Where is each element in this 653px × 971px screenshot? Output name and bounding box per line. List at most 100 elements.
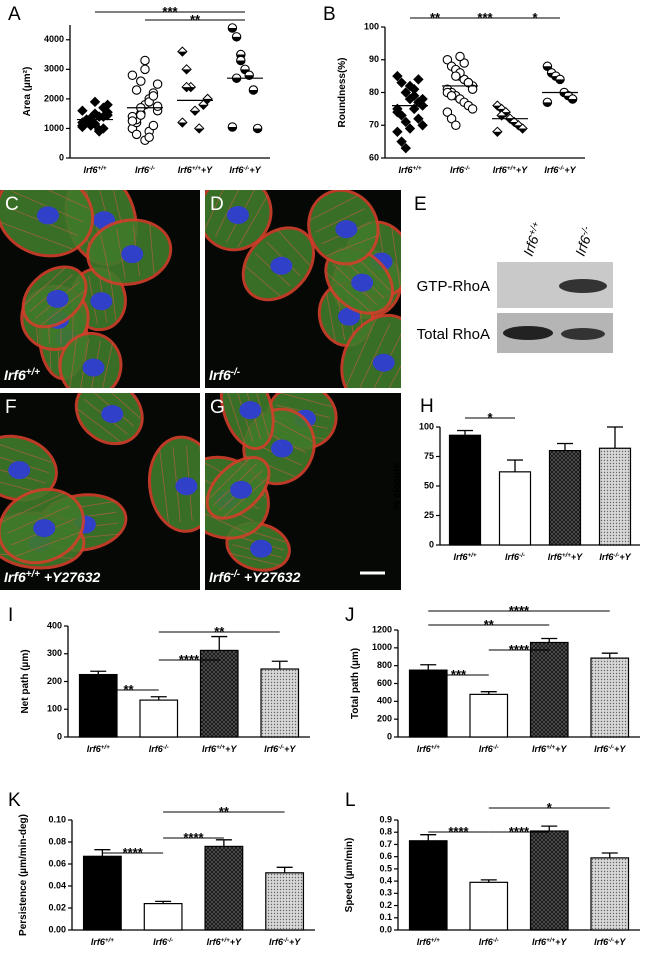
chart: B 60 70 80 90 100 Roundness(%) Irf6+/+ Irf6-/- Ir… — [323, 4, 585, 175]
fiber — [69, 337, 77, 388]
x-tick-label: Irf6-/-+Y — [269, 937, 301, 948]
y-tick-label: 100 — [419, 421, 434, 431]
significance-label: ** — [190, 12, 201, 27]
x-tick-label: Irf6-/- — [149, 744, 169, 755]
significance-label: ** — [214, 624, 225, 639]
y-tick-label: 0.1 — [379, 912, 392, 922]
fiber — [325, 272, 372, 313]
dot — [442, 54, 453, 65]
y-axis-label: % closure — [392, 462, 403, 510]
dot-half — [568, 99, 577, 104]
fiber — [0, 221, 73, 250]
dot — [400, 142, 412, 154]
fiber — [315, 208, 365, 233]
micrograph: C Irf6+/+ — [0, 190, 200, 388]
panel-letter: F — [5, 397, 17, 418]
y-tick-label: 100 — [47, 704, 62, 714]
y-tick-label: 4000 — [44, 34, 64, 44]
dot — [400, 87, 412, 98]
y-tick-label: 80 — [369, 87, 379, 97]
fiber — [278, 393, 333, 407]
x-tick-label: Irf6-/-+Y — [264, 744, 296, 755]
micrograph: D Irf6-/- — [205, 190, 401, 388]
bar — [598, 447, 632, 546]
fiber — [326, 292, 336, 342]
nucleus — [230, 480, 253, 499]
dot-half — [177, 122, 187, 128]
bar — [204, 845, 244, 931]
dot — [467, 104, 478, 114]
dot — [136, 110, 146, 120]
dot — [413, 74, 424, 85]
significance-label: **** — [123, 845, 144, 860]
y-tick-label: 0.4 — [379, 875, 392, 885]
fiber — [1, 492, 65, 523]
y-tick-label: 60 — [369, 152, 379, 162]
nucleus — [82, 358, 105, 377]
significance-label: *** — [477, 10, 493, 25]
y-tick-label: 2000 — [44, 93, 64, 103]
x-tick-label: Irf6-/-+Y — [594, 937, 626, 948]
bar — [529, 830, 569, 931]
chart: K 0.00 0.02 0.04 0.06 0.08 0.10 Persistence (µm… — [8, 790, 315, 947]
y-tick-label: 3000 — [44, 64, 64, 74]
fiber — [357, 323, 391, 388]
dot — [131, 85, 142, 95]
dot — [404, 123, 416, 134]
x-tick-label: Irf6+/++Y — [493, 165, 528, 176]
dot — [392, 103, 403, 115]
x-tick-label: Irf6-/- — [153, 937, 173, 948]
fiber — [23, 266, 67, 306]
dot-half — [236, 60, 245, 65]
band — [559, 279, 607, 293]
fiber — [16, 531, 82, 557]
y-tick-label: 200 — [47, 676, 62, 686]
cells — [0, 190, 200, 388]
x-tick-label: Irf6-/-+Y — [599, 552, 631, 563]
y-axis-label: Speed (µm/min) — [344, 838, 355, 913]
y-tick-label: 0.2 — [379, 900, 392, 910]
bar — [260, 668, 300, 738]
y-tick-label: 50 — [424, 480, 434, 490]
x-tick-label: Irf6-/- — [505, 552, 525, 563]
y-tick-label: 0.00 — [48, 924, 66, 934]
nucleus — [270, 256, 293, 275]
fiber — [76, 407, 122, 443]
bar — [498, 471, 532, 546]
y-axis-label: Persistence (µm/min-deg) — [18, 814, 29, 936]
panel-letter: C — [5, 194, 19, 215]
x-tick-label: Irf6+/+ — [87, 744, 110, 755]
fiber — [101, 342, 113, 388]
dot — [455, 51, 465, 62]
y-tick-label: 0.9 — [379, 814, 392, 824]
dot — [127, 70, 138, 80]
x-tick-label: Irf6-/-+Y — [229, 165, 261, 176]
significance-label: * — [487, 410, 493, 425]
dot — [148, 91, 159, 101]
x-tick-label: Irf6+/++Y — [532, 744, 567, 755]
panel-letter: B — [323, 4, 336, 25]
dot-half — [228, 126, 237, 132]
x-tick-label: Irf6+/++Y — [548, 552, 583, 563]
nucleus — [226, 206, 249, 225]
micrograph: F Irf6+/+ +Y27632 — [0, 393, 200, 590]
dot — [152, 101, 163, 112]
significance-label: ** — [219, 804, 230, 819]
dot-half — [543, 102, 552, 107]
dot — [451, 120, 461, 131]
y-tick-label: 800 — [377, 660, 392, 670]
fiber — [244, 265, 281, 297]
y-axis-label: Total path (µm) — [350, 648, 361, 719]
y-axis-label: Area (µm²) — [22, 67, 33, 117]
blot-row-label: Total RhoA — [417, 326, 490, 343]
dot — [392, 70, 403, 82]
fiber — [6, 505, 71, 534]
significance-label: * — [547, 800, 553, 815]
band — [561, 328, 605, 340]
bar — [529, 641, 569, 738]
chart: J 0 200 400 600 800 1000 1200 Total path (µm) Irf… — [345, 603, 640, 754]
nucleus — [36, 206, 59, 225]
dot — [392, 126, 403, 138]
panel-letter: A — [8, 4, 21, 25]
fiber — [309, 194, 359, 221]
